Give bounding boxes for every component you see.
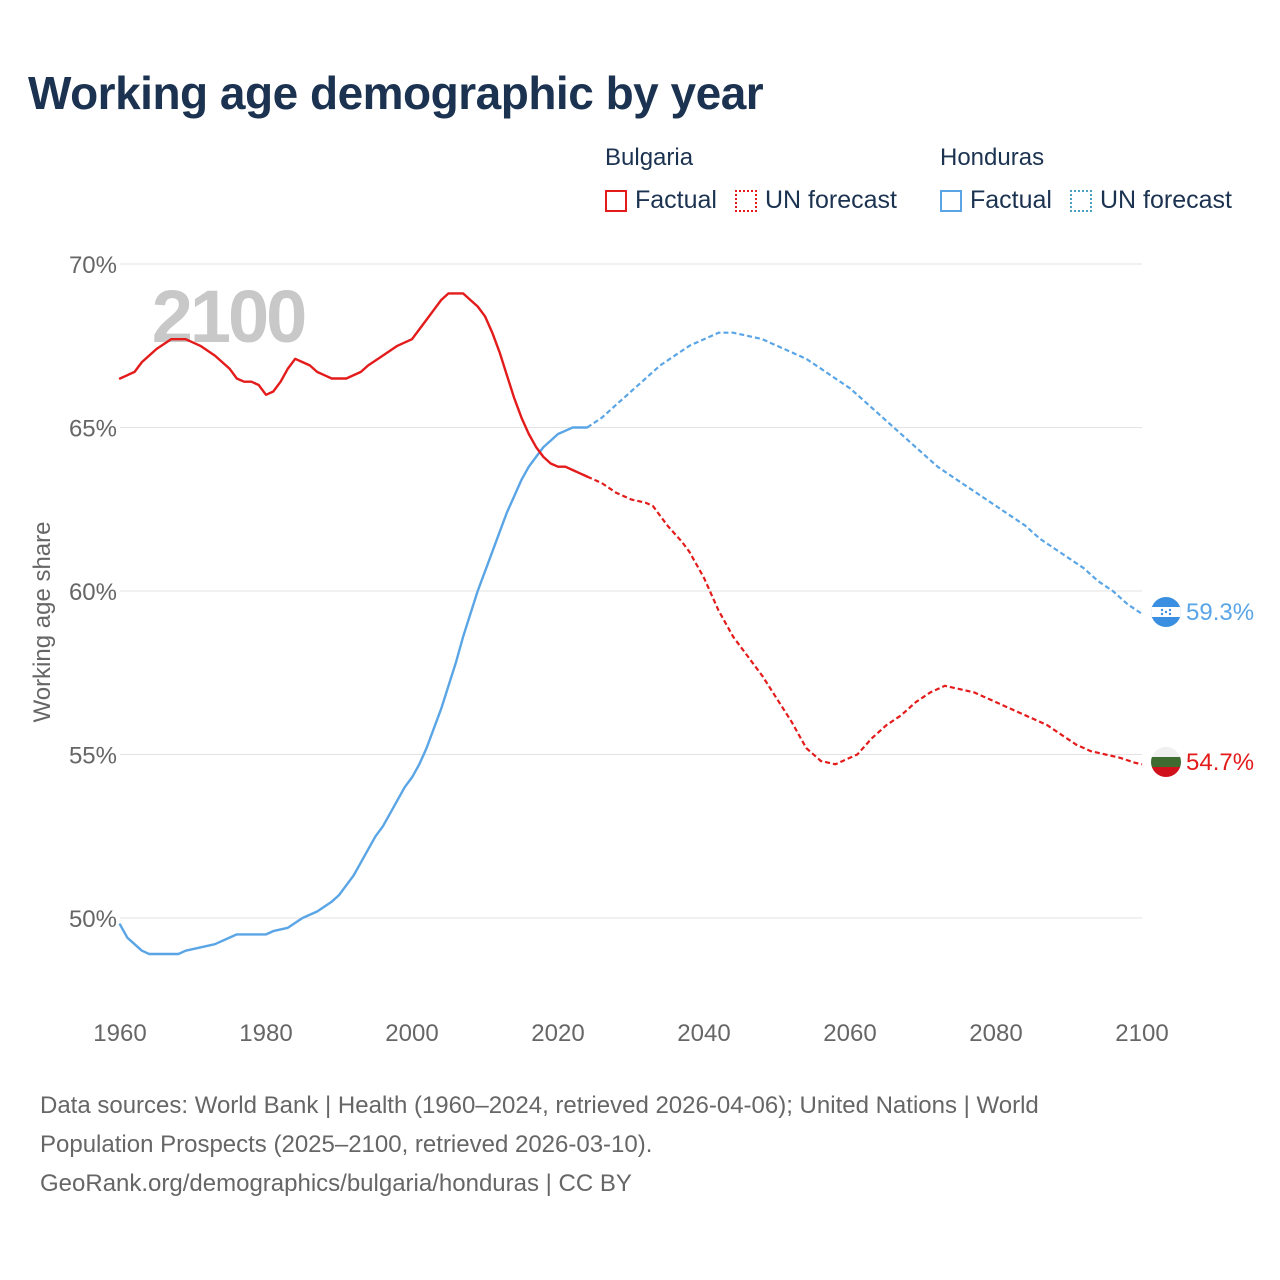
legend-label: Factual: [635, 186, 717, 214]
y-tick-label: 65%: [69, 416, 117, 443]
y-tick-label: 70%: [69, 252, 117, 279]
bulgaria-flag-icon: [1151, 747, 1181, 777]
source-line-1: Data sources: World Bank | Health (1960–…: [40, 1092, 1039, 1119]
line-chart: 2100 50% 55% 60% 65% 70% 1960 1980 2000 2020 204…: [29, 252, 1254, 1047]
x-tick-labels: 1960 1980 2000 2020 2040 2060 2080 2100: [93, 1020, 1168, 1047]
legend-item-bulgaria-forecast[interactable]: UN forecast: [734, 186, 897, 215]
honduras-flag-icon: [1151, 597, 1181, 627]
grid-lines: [120, 263, 1142, 919]
legend-group-bulgaria: Bulgaria Factual UN forecast: [605, 144, 915, 215]
legend-label: Factual: [970, 186, 1052, 214]
series-line-honduras-forecast: [586, 331, 1143, 615]
y-tick-label: 50%: [69, 906, 117, 933]
legend-label: UN forecast: [764, 186, 897, 214]
attribution-line: GeoRank.org/demographics/bulgaria/hondur…: [40, 1170, 632, 1197]
y-tick-label: 60%: [69, 579, 117, 606]
x-tick-label: 2000: [385, 1020, 438, 1047]
series-line-honduras-factual: [118, 426, 589, 956]
legend-group-name: Bulgaria: [605, 144, 694, 171]
series-line-bulgaria-factual: [118, 292, 589, 478]
y-tick-labels: 50% 55% 60% 65% 70%: [69, 252, 117, 933]
x-tick-label: 1960: [93, 1020, 146, 1047]
legend-group-name: Honduras: [940, 144, 1045, 171]
chart-title: Working age demographic by year: [28, 67, 764, 119]
x-tick-label: 2040: [677, 1020, 730, 1047]
x-tick-label: 2020: [531, 1020, 584, 1047]
legend-swatch-solid: [940, 189, 962, 212]
legend-group-honduras: Honduras Factual UN forecast: [940, 144, 1250, 215]
source-line-2: Population Prospects (2025–2100, retriev…: [40, 1131, 653, 1158]
x-tick-label: 2060: [823, 1020, 876, 1047]
x-tick-label: 1980: [239, 1020, 292, 1047]
y-axis-label: Working age share: [29, 522, 56, 723]
x-tick-label: 2100: [1115, 1020, 1168, 1047]
legend-swatch-dotted: [734, 189, 757, 212]
year-watermark: 2100: [152, 275, 305, 358]
series-line-bulgaria-forecast: [586, 475, 1143, 766]
y-tick-label: 55%: [69, 743, 117, 770]
end-label-bulgaria: 54.7%: [1186, 749, 1254, 776]
legend-item-honduras-factual[interactable]: Factual: [940, 186, 1052, 215]
series-lines: [118, 292, 1143, 956]
x-tick-label: 2080: [969, 1020, 1022, 1047]
source-footer: Data sources: World Bank | Health (1960–…: [40, 1086, 1240, 1203]
end-label-honduras: 59.3%: [1186, 599, 1254, 626]
legend-label: UN forecast: [1099, 186, 1232, 214]
legend-item-honduras-forecast[interactable]: UN forecast: [1069, 186, 1232, 215]
legend-item-bulgaria-factual[interactable]: Factual: [605, 186, 717, 215]
legend-swatch-dotted: [1069, 189, 1092, 212]
legend-swatch-solid: [605, 189, 627, 212]
